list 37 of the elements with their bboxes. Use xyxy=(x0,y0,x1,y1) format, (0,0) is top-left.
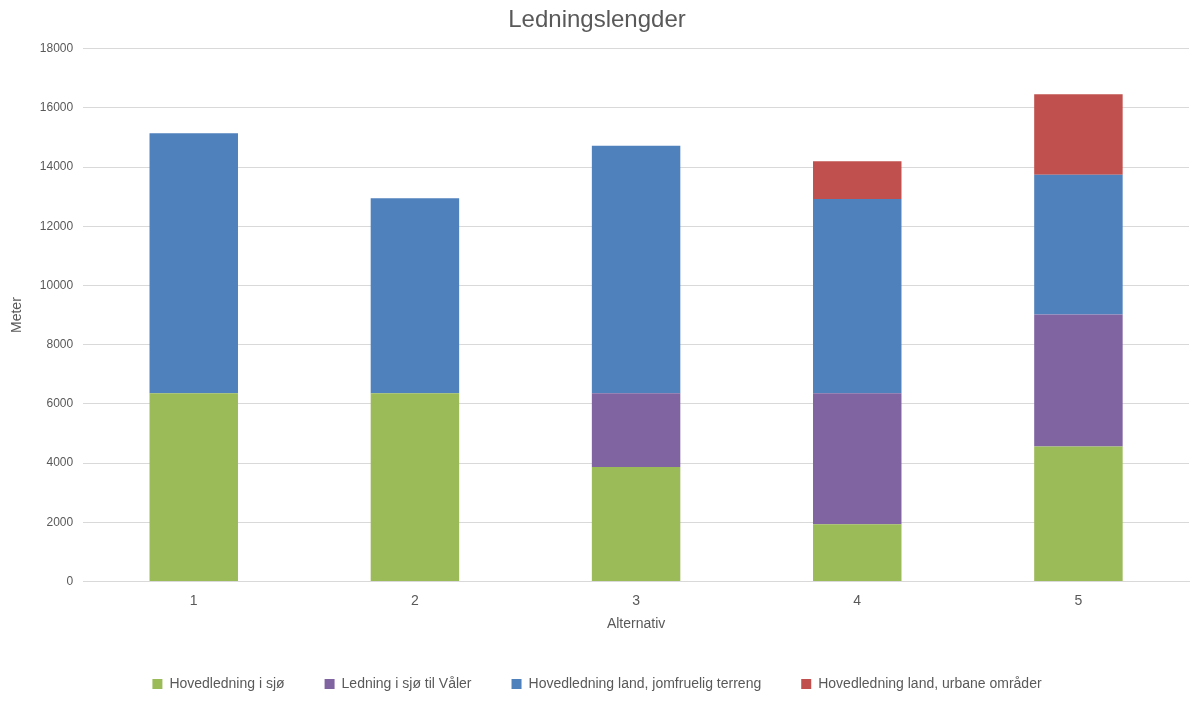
y-tick-label: 4000 xyxy=(46,455,74,470)
x-axis-title: Alternativ xyxy=(606,615,666,632)
y-tick-label: 8000 xyxy=(46,337,74,351)
bar xyxy=(591,393,681,467)
x-tick-label: 4 xyxy=(853,591,862,608)
y-tick-label: 18000 xyxy=(39,41,74,56)
x-tick-label: 2 xyxy=(411,591,420,608)
legend-label: Hovedledning land, jomfruelig terreng xyxy=(528,674,762,691)
bar xyxy=(149,393,238,581)
y-tick-label: 16000 xyxy=(39,100,74,115)
x-tick-label: 5 xyxy=(1074,591,1083,608)
y-tick-label: 12000 xyxy=(39,218,74,233)
bar xyxy=(370,393,460,581)
bar xyxy=(1034,314,1123,447)
bar xyxy=(1034,446,1123,581)
bar xyxy=(813,393,902,525)
bar xyxy=(591,145,681,394)
legend-label: Ledning i sjø til Våler xyxy=(341,674,472,691)
x-tick-label: 1 xyxy=(189,591,198,608)
y-tick-label: 14000 xyxy=(39,159,74,174)
bar xyxy=(813,161,902,200)
y-tick-label: 10000 xyxy=(39,277,74,292)
bar xyxy=(591,466,681,581)
bar xyxy=(1034,94,1123,175)
bar xyxy=(813,524,902,581)
legend-label: Hovedledning land, urbane områder xyxy=(818,674,1042,691)
bar xyxy=(370,198,460,394)
y-axis-title: Meter xyxy=(8,296,25,333)
y-tick-label: 0 xyxy=(66,573,74,588)
legend-label: Hovedledning i sjø xyxy=(169,674,286,691)
bar xyxy=(149,133,238,394)
x-tick-label: 3 xyxy=(632,591,641,608)
bar xyxy=(813,199,902,394)
bar xyxy=(1034,174,1123,315)
y-tick-label: 6000 xyxy=(46,396,74,411)
y-tick-label: 2000 xyxy=(46,514,74,529)
chart-title: Ledningslengder xyxy=(508,5,686,33)
